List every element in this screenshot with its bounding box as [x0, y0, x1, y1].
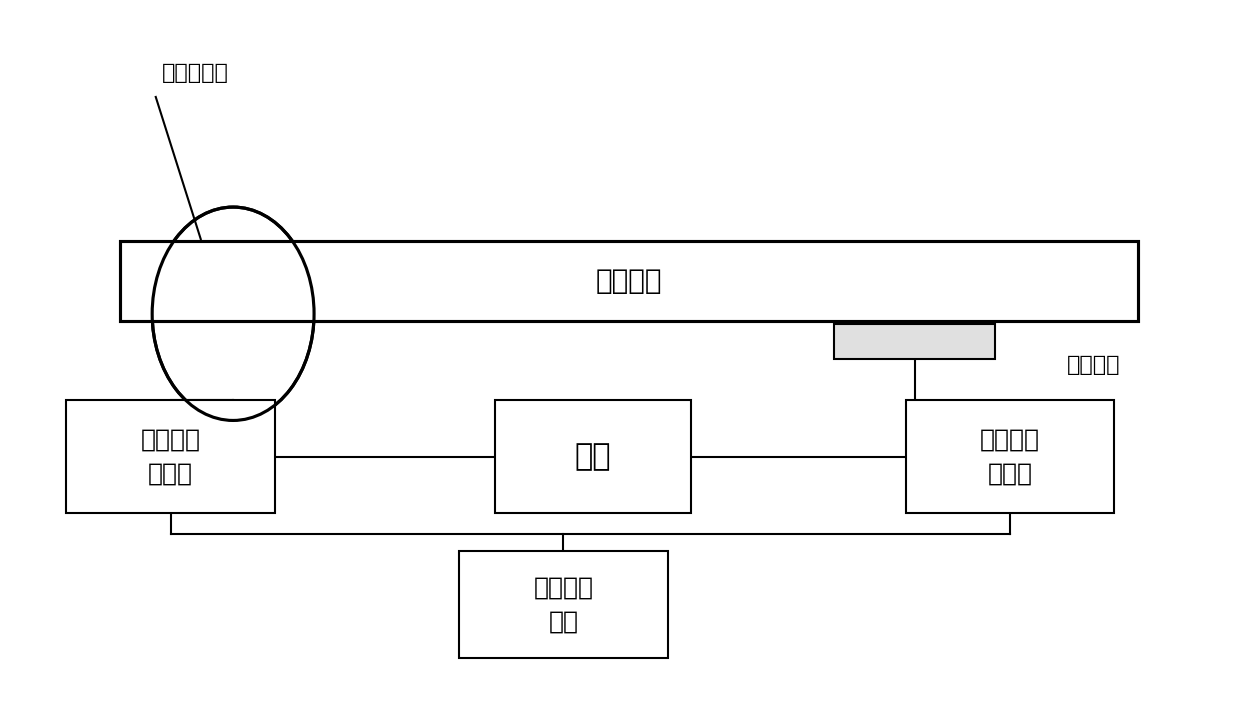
Text: 电光晶体: 电光晶体	[1066, 356, 1120, 376]
Ellipse shape	[153, 207, 314, 420]
Bar	[905, 400, 1114, 513]
Bar	[495, 400, 692, 513]
Text: 传感光纤环: 传感光纤环	[161, 63, 228, 83]
Text: 光源: 光源	[575, 442, 611, 471]
Text: 光纤电场
传感器: 光纤电场 传感器	[980, 428, 1040, 485]
Text: 光纤磁场
传感器: 光纤磁场 传感器	[140, 428, 201, 485]
Text: 高压导体: 高压导体	[595, 267, 662, 295]
Bar	[835, 324, 994, 358]
Bar	[67, 400, 275, 513]
Bar	[120, 242, 1138, 320]
Bar	[459, 551, 667, 658]
Text: 信号处理
单元: 信号处理 单元	[533, 576, 594, 633]
